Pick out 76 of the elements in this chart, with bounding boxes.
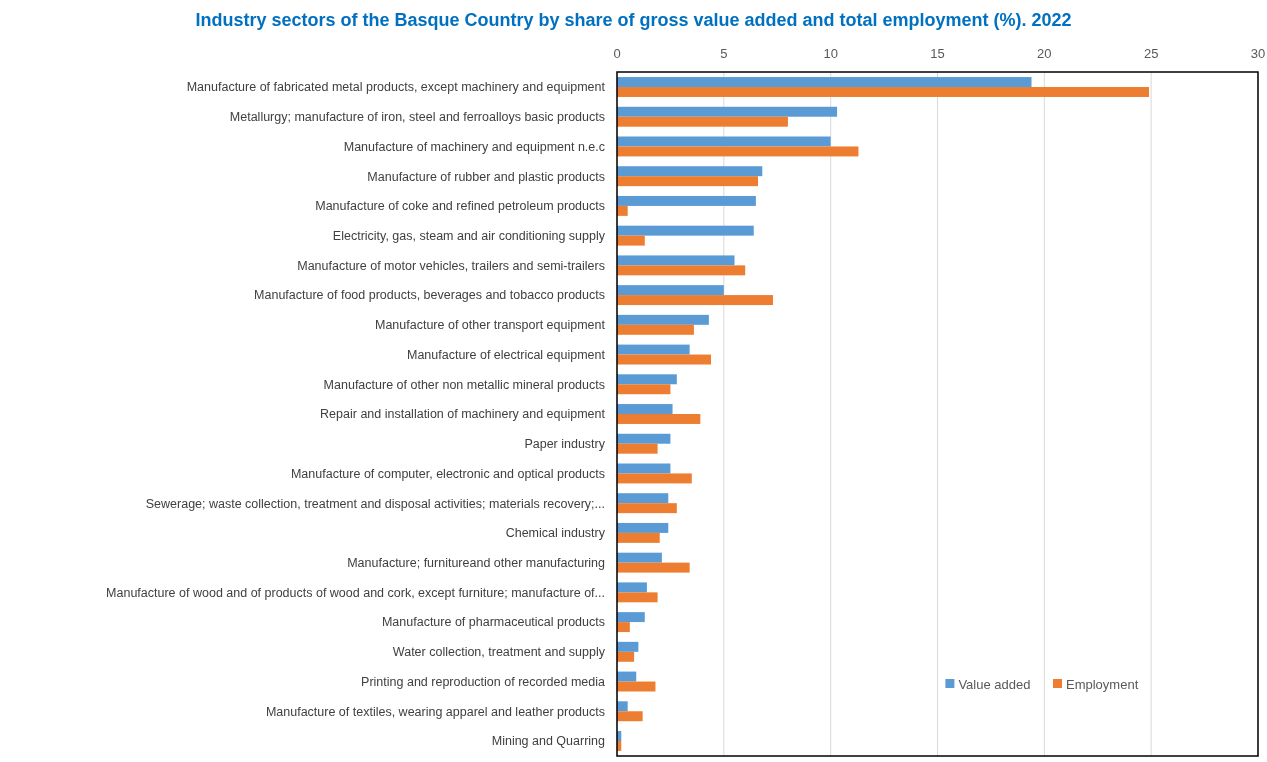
legend-label: Employment <box>1066 676 1139 692</box>
y-tick-label: Electricity, gas, steam and air conditioning supply <box>332 229 606 244</box>
y-tick-label: Manufacture of motor vehicles, trailers and semi-trailers <box>297 258 605 273</box>
bar <box>617 265 746 276</box>
bar <box>617 651 635 662</box>
bar <box>617 711 643 722</box>
y-tick-label: Manufacture of other transport equipment <box>375 318 606 333</box>
y-tick-label: Manufacture of wood and of products of wood and cork, except furniture; manufacture of... <box>106 585 605 600</box>
y-tick-label: Mining and Quarring <box>491 734 606 749</box>
bar <box>617 77 1032 88</box>
y-tick-label: Water collection, treatment and supply <box>392 645 606 660</box>
bar <box>617 493 669 504</box>
x-tick-label: 20 <box>1037 46 1052 61</box>
y-tick-label: Manufacture; furnitureand other manufacturing <box>347 556 606 571</box>
y-tick-label: Paper industry <box>524 437 606 452</box>
y-tick-label: Manufacture of coke and refined petroleum products <box>315 199 605 214</box>
bar <box>617 404 673 414</box>
x-tick-label: 25 <box>1143 46 1159 61</box>
bar <box>617 166 763 177</box>
x-tick-label: 15 <box>930 46 945 61</box>
bar <box>617 384 671 395</box>
y-tick-label: Printing and reproduction of recorded media <box>361 674 606 689</box>
bar <box>617 195 756 206</box>
bar <box>617 235 645 246</box>
bar <box>617 354 712 365</box>
y-tick-label: Chemical industry <box>505 526 606 541</box>
bar <box>617 612 645 623</box>
bar <box>617 582 647 593</box>
bar <box>617 414 701 424</box>
bar <box>617 701 628 712</box>
x-tick-label: 5 <box>720 46 728 61</box>
bar <box>617 562 690 573</box>
bar <box>617 552 662 563</box>
y-tick-label: Manufacture of food products, beverages and tobacco products <box>254 288 605 303</box>
y-tick-label: Manufacture of computer, electronic and optical products <box>290 466 605 481</box>
y-tick-label: Manufacture of rubber and plastic products <box>367 169 605 184</box>
bar <box>617 473 692 484</box>
bar <box>617 87 1150 97</box>
bar <box>617 532 660 543</box>
y-tick-label: Manufacture of fabricated metal products, except machinery and equipment <box>186 80 606 95</box>
bar <box>617 443 658 454</box>
y-tick-label: Metallurgy; manufacture of iron, steel and ferroalloys basic products <box>229 110 605 125</box>
bar <box>617 136 831 147</box>
y-tick-label: Manufacture of electrical equipment <box>406 347 606 362</box>
bar <box>617 116 788 127</box>
bar <box>617 641 639 652</box>
y-tick-label: Manufacture of other non metallic mineral products <box>323 377 605 392</box>
x-tick-label: 30 <box>1250 46 1266 61</box>
bar <box>617 592 658 603</box>
bar <box>617 344 690 355</box>
x-tick-label: 0 <box>613 46 621 61</box>
bar <box>617 463 671 474</box>
y-tick-label: Manufacture of textiles, wearing apparel and leather products <box>265 704 605 719</box>
bar <box>617 225 754 236</box>
y-tick-label: Manufacture of pharmaceutical products <box>381 615 605 630</box>
bar <box>617 522 669 533</box>
bar <box>617 146 859 157</box>
bar <box>617 295 773 306</box>
bar <box>617 255 735 266</box>
bar <box>617 671 637 682</box>
bar <box>617 374 677 385</box>
bar <box>617 503 677 514</box>
y-tick-label: Manufacture of machinery and equipment n.e.c <box>343 139 605 154</box>
bar <box>617 622 630 633</box>
bar <box>617 314 709 325</box>
bar <box>617 106 838 117</box>
chart-title: Industry sectors of the Basque Country by share of gross value added and total employment (%). 2022 <box>195 10 1072 30</box>
y-tick-label: Repair and installation of machinery and equipment <box>320 407 606 422</box>
y-tick-label: Sewerage; waste collection, treatment and disposal activities; materials recovery;... <box>145 496 605 511</box>
x-tick-label: 10 <box>823 46 838 61</box>
bar <box>617 176 759 187</box>
bar <box>617 205 628 216</box>
bar <box>617 285 724 296</box>
bar <box>617 433 671 444</box>
bar <box>617 324 694 335</box>
legend-label: Value added <box>958 676 1031 692</box>
